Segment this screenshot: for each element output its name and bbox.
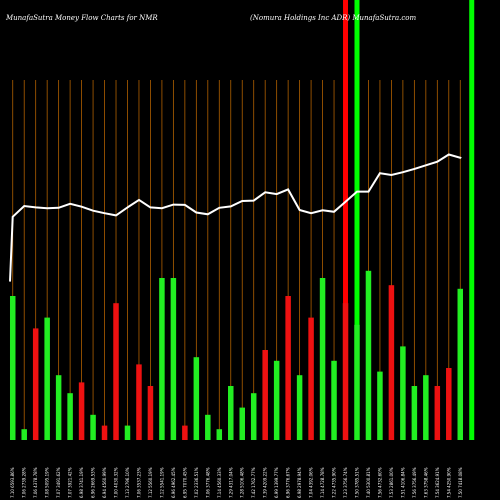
x-tick-label: 7.54 4250.90% [446,467,451,498]
x-tick-label: 7.51 4106.84% [400,467,405,498]
x-tick-label: 7.22 4735.90% [332,467,337,498]
x-tick-label: 6.96 3776.67% [286,467,291,498]
x-tick-label: 6.95 7070.45% [182,467,187,498]
money-flow-bar [377,371,383,440]
money-flow-bar [331,360,337,440]
x-tick-label: 7.02 2336.51% [194,467,199,498]
x-tick-label: 7.39 4209.22% [263,467,268,498]
x-tick-label: 7.23 3756.74% [343,467,348,498]
x-tick-label: 7.63 3758.46% [423,467,428,498]
money-flow-bar [113,303,119,440]
x-tick-label: 6.96 2669.53% [91,467,96,498]
money-flow-bar [44,317,50,440]
x-tick-label: 6.99 1399.77% [274,467,279,498]
x-tick-label: 7.42 1762.77% [251,467,256,498]
highlight-column [469,0,475,440]
money-flow-bar [262,350,268,440]
money-flow-bar [32,328,39,440]
money-flow-bar [365,270,372,440]
money-flow-bar [170,278,177,440]
money-flow-bar [101,425,108,440]
highlight-column [343,0,349,440]
money-flow-bar [296,375,303,440]
money-flow-bar [78,382,85,440]
x-tick-label: 7.54 3624.91% [435,467,440,498]
money-flow-bar [228,386,234,440]
x-tick-label: 6.98 3741.19% [79,467,84,498]
highlight-column [354,0,360,440]
money-flow-bar [216,429,223,440]
money-flow-bar [285,296,291,440]
money-flow-bar [400,346,406,440]
money-flow-bar [147,386,154,440]
money-flow-bar [182,425,188,440]
x-tick-label: 7.56 4732.60% [377,467,382,498]
money-flow-bar [411,386,418,440]
money-flow-bar [354,324,360,440]
x-tick-label: 7.06 3776.48% [205,467,210,498]
x-tick-label: 7.28 5106.48% [240,467,245,498]
x-tick-label: 7.40 5300.81% [366,467,371,498]
money-flow-bar [159,278,165,440]
money-flow-bar [136,364,142,440]
money-flow-bar [21,429,27,440]
money-flow-bar [239,407,245,440]
x-tick-label: 7.29 4317.04% [228,467,233,498]
x-tick-label: 7.08 5095.19% [45,467,50,498]
x-tick-label: 7.50 3785.51% [354,467,359,498]
x-tick-label: 7.50 7418.08% [458,467,463,498]
money-flow-bar [434,386,441,440]
money-flow-bar [250,393,257,440]
price-line [9,153,462,282]
chart-subtitle: (Nomura Holdings Inc ADR) MunafaSutra.co… [250,14,416,22]
x-tick-label: 7.14 4560.33% [217,467,222,498]
x-tick-label: 7.06 2739.28% [22,467,27,498]
money-flow-bar [446,368,452,440]
money-flow-bar [342,303,349,440]
money-flow-bar [67,393,73,440]
x-tick-label: 7.07 3921.42% [68,467,73,498]
money-flow-bar [273,360,280,440]
x-tick-label: 7.04 4392.06% [309,467,314,498]
x-tick-label: 7.53 2861.00% [389,467,394,498]
money-flow-bar [457,288,464,440]
x-tick-label: 7.14 4728.78% [320,467,325,498]
x-tick-label: 7.06 4378.78% [33,467,38,498]
money-flow-bar [423,375,429,440]
x-tick-label: 7.07 3491.62% [56,467,61,498]
money-flow-bar [55,375,62,440]
x-tick-label: 6.94 4560.99% [102,467,107,498]
money-flow-bar [124,425,131,440]
money-flow-bar [308,317,314,440]
money-flow-bar [388,285,395,440]
x-tick-label: 7.00 4030.32% [114,467,119,498]
x-tick-label: 7.13 2796.10% [125,467,130,498]
money-flow-bar [90,414,96,440]
chart-title: MunafaSutra Money Flow Charts for NMR [5,14,158,22]
money-flow-bar [205,414,211,440]
money-flow-bar [9,296,16,440]
x-tick-label: 6.98 2978.94% [297,467,302,498]
money-flow-bar [319,278,326,440]
x-tick-label: 7.10 6593.86% [10,467,15,498]
x-tick-label: 7.56 3756.49% [412,467,417,498]
x-tick-label: 7.06 3537.23% [136,467,141,498]
x-tick-label: 6.96 4962.45% [171,467,176,498]
money-flow-bar [193,357,200,440]
x-tick-label: 7.12 5560.19% [148,467,153,498]
x-tick-label: 7.12 5541.19% [159,467,164,498]
